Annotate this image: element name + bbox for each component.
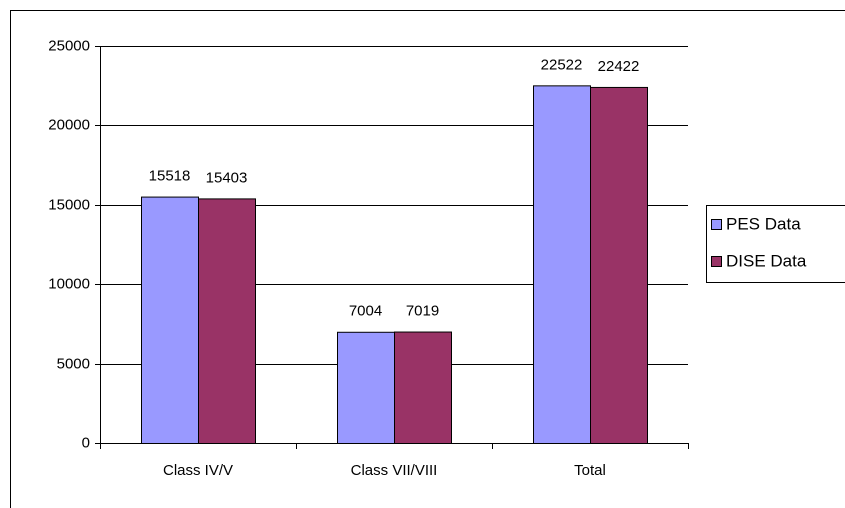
bar <box>141 196 199 444</box>
bar <box>198 198 256 444</box>
x-tick-label: Class VII/VIII <box>351 462 438 479</box>
bar <box>590 86 648 445</box>
y-tick-label: 15000 <box>48 196 90 213</box>
legend-box <box>706 205 845 283</box>
bar <box>533 85 591 444</box>
legend-swatch <box>711 256 722 267</box>
value-label: 22422 <box>598 58 640 75</box>
value-label: 15403 <box>206 169 248 186</box>
value-label: 7004 <box>349 303 382 320</box>
y-tick-label: 10000 <box>48 275 90 292</box>
value-label: 7019 <box>406 303 439 320</box>
bar <box>337 331 395 445</box>
y-tick-label: 20000 <box>48 116 90 133</box>
legend-swatch <box>711 219 722 230</box>
x-tick-label: Class IV/V <box>163 462 233 479</box>
value-label: 15518 <box>149 168 191 185</box>
y-tick-label: 25000 <box>48 37 90 54</box>
legend-label: DISE Data <box>726 251 807 270</box>
y-tick-label: 0 <box>82 434 90 451</box>
legend-label: PES Data <box>726 214 801 233</box>
x-tick-label: Total <box>574 462 606 479</box>
value-label: 22522 <box>541 56 583 73</box>
bar <box>394 331 452 444</box>
y-tick-label: 5000 <box>57 355 90 372</box>
